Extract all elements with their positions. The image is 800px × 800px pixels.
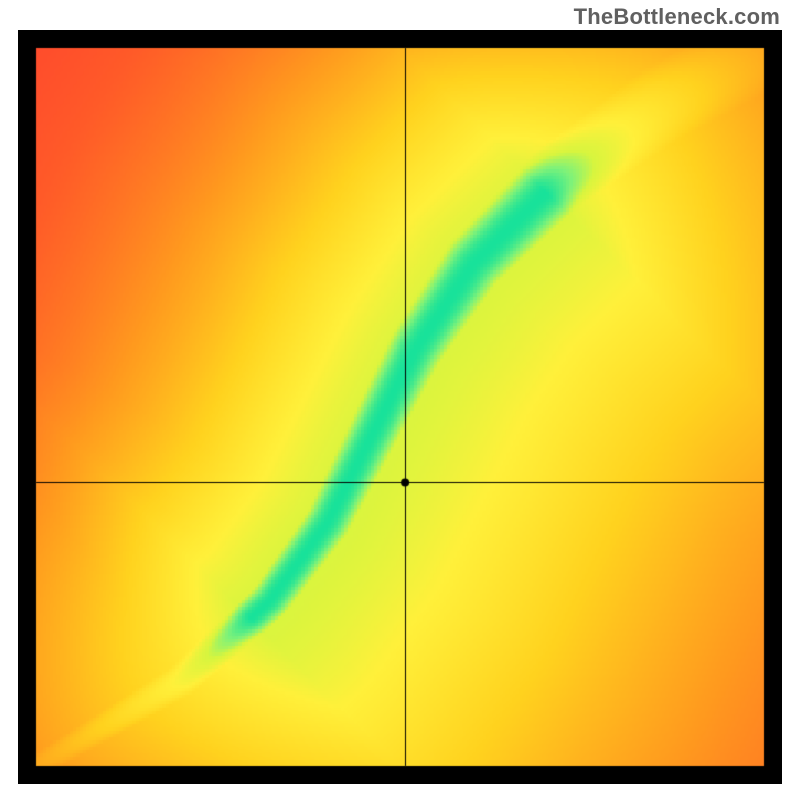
crosshair-overlay — [18, 30, 782, 784]
image-root: TheBottleneck.com — [0, 0, 800, 800]
watermark-text: TheBottleneck.com — [574, 4, 780, 30]
plot-frame — [18, 30, 782, 784]
